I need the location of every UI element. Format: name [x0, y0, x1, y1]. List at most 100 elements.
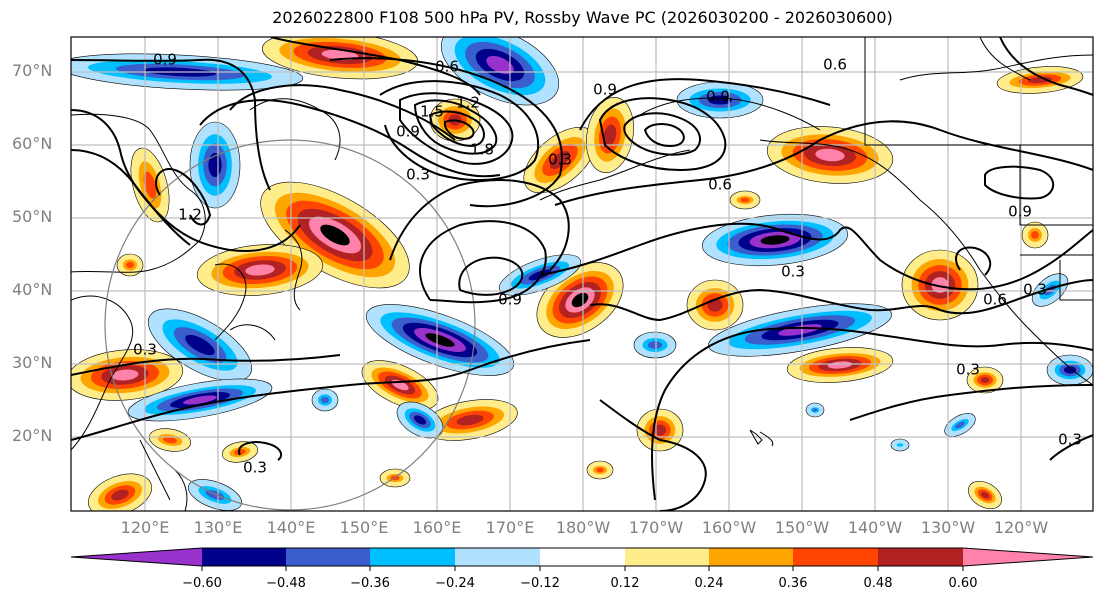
map-frame	[70, 36, 1094, 512]
anomaly-level	[126, 261, 134, 269]
positive-pv-anomaly	[1021, 221, 1049, 249]
colorbar-segment	[202, 548, 286, 566]
colorbar-tick-label: −0.48	[266, 576, 306, 591]
colorbar-tick-label: −0.12	[520, 576, 560, 591]
lon-label: 140°E	[266, 518, 316, 537]
contour-label: 0.3	[1058, 431, 1082, 449]
negative-pv-anomaly	[396, 401, 444, 439]
anomaly-level	[143, 171, 157, 199]
positive-pv-anomaly	[148, 428, 192, 452]
anomaly-level	[183, 395, 217, 405]
anomaly-level	[425, 333, 455, 347]
anomaly-level	[827, 361, 853, 369]
pv-contours	[71, 37, 1093, 511]
negative-pv-anomaly	[71, 53, 304, 91]
anomaly-level	[413, 415, 427, 425]
contour-label: 0.3	[548, 151, 572, 169]
positive-pv-anomaly	[586, 460, 614, 480]
colorbar	[70, 547, 1094, 571]
lon-label: 130°E	[193, 518, 243, 537]
anomaly-level	[778, 324, 822, 336]
positive-pv-anomaly	[966, 366, 1004, 394]
anomaly-level	[980, 491, 990, 499]
contour-label: 0.9	[593, 81, 617, 99]
anomaly-level	[111, 369, 139, 381]
colorbar-segment	[286, 548, 370, 566]
negative-pv-anomaly	[944, 413, 976, 437]
negative-pv-anomaly	[890, 438, 910, 452]
negative-pv-anomaly	[311, 388, 339, 412]
lon-label: 180°W	[555, 518, 611, 537]
anomaly-level	[456, 414, 484, 426]
anomaly-level	[647, 341, 663, 349]
negative-pv-anomaly	[147, 308, 253, 382]
negative-pv-anomaly	[127, 378, 273, 422]
positive-pv-anomaly	[686, 279, 744, 331]
anomaly-level	[162, 436, 178, 444]
lon-label: 120°W	[993, 518, 1049, 537]
contour-label: 0.6	[823, 56, 847, 74]
contour-label: 0.6	[983, 291, 1007, 309]
negative-pv-anomaly	[708, 303, 892, 357]
positive-pv-anomaly	[586, 97, 634, 173]
positive-pv-anomaly	[996, 66, 1084, 94]
contour-label: 1.5	[420, 103, 444, 121]
positive-pv-anomaly	[116, 253, 144, 277]
contour-label: 1.8	[470, 141, 494, 159]
colorbar-segment	[370, 548, 455, 566]
lat-label: 70°N	[12, 61, 53, 80]
positive-pv-anomaly	[361, 360, 439, 410]
anomaly-level	[980, 376, 990, 384]
colorbar-tick-label: 0.12	[610, 576, 640, 591]
anomaly-level	[111, 489, 129, 501]
contour-label: 0.3	[781, 263, 805, 281]
anomaly-level	[549, 150, 571, 170]
negative-pv-anomaly	[701, 213, 849, 267]
anomaly-level	[653, 424, 667, 436]
lon-label: 150°E	[339, 518, 389, 537]
lon-label: 120°E	[120, 518, 170, 537]
negative-pv-anomaly	[633, 331, 677, 359]
lat-label: 50°N	[12, 207, 53, 226]
colorbar-tick-label: 0.60	[948, 576, 978, 591]
colorbar-tick-label: −0.24	[435, 576, 475, 591]
lat-label: 40°N	[12, 280, 53, 299]
anomaly-level	[596, 467, 604, 473]
anomaly-level	[896, 443, 904, 447]
contour-label: 0.3	[243, 459, 267, 477]
anomaly-level	[603, 124, 617, 146]
anomaly-level	[1031, 231, 1039, 239]
anomaly-level	[245, 264, 275, 276]
positive-pv-anomaly	[71, 349, 184, 401]
positive-pv-anomaly	[523, 126, 597, 194]
lon-label: 150°W	[774, 518, 830, 537]
colorbar-segment	[709, 548, 793, 566]
contour-label: 1.2	[456, 94, 480, 112]
lon-label: 170°W	[628, 518, 684, 537]
anomaly-level	[321, 49, 359, 61]
lat-label: 30°N	[12, 353, 53, 372]
anomaly-level	[931, 277, 949, 293]
anomaly-level	[321, 396, 329, 404]
colorbar-tick-label: 0.48	[863, 576, 893, 591]
contour-label: 0.9	[396, 123, 420, 141]
positive-pv-anomaly	[967, 480, 1003, 510]
contour-labels: 0.9 0.60.91.5 1.21.80.90.30.30.90.60.60.30…	[133, 51, 1082, 477]
anomaly-level	[1063, 366, 1077, 374]
contour-label: 0.3	[406, 166, 430, 184]
anomaly-level	[486, 55, 514, 75]
contour-label: 0.9	[498, 291, 522, 309]
negative-pv-anomaly	[805, 402, 825, 418]
lon-label: 170°E	[485, 518, 535, 537]
anomaly-level	[320, 224, 350, 246]
anomaly-level	[740, 197, 750, 203]
gridlines	[71, 37, 1093, 511]
lon-label: 130°W	[920, 518, 976, 537]
contour-label: 0.9	[706, 88, 730, 106]
colorbar-segment	[625, 548, 709, 566]
contour-label: 0.3	[133, 341, 157, 359]
positive-pv-anomaly	[729, 190, 761, 210]
colorbar-tick-label: 0.24	[694, 576, 724, 591]
lat-label: 60°N	[12, 134, 53, 153]
